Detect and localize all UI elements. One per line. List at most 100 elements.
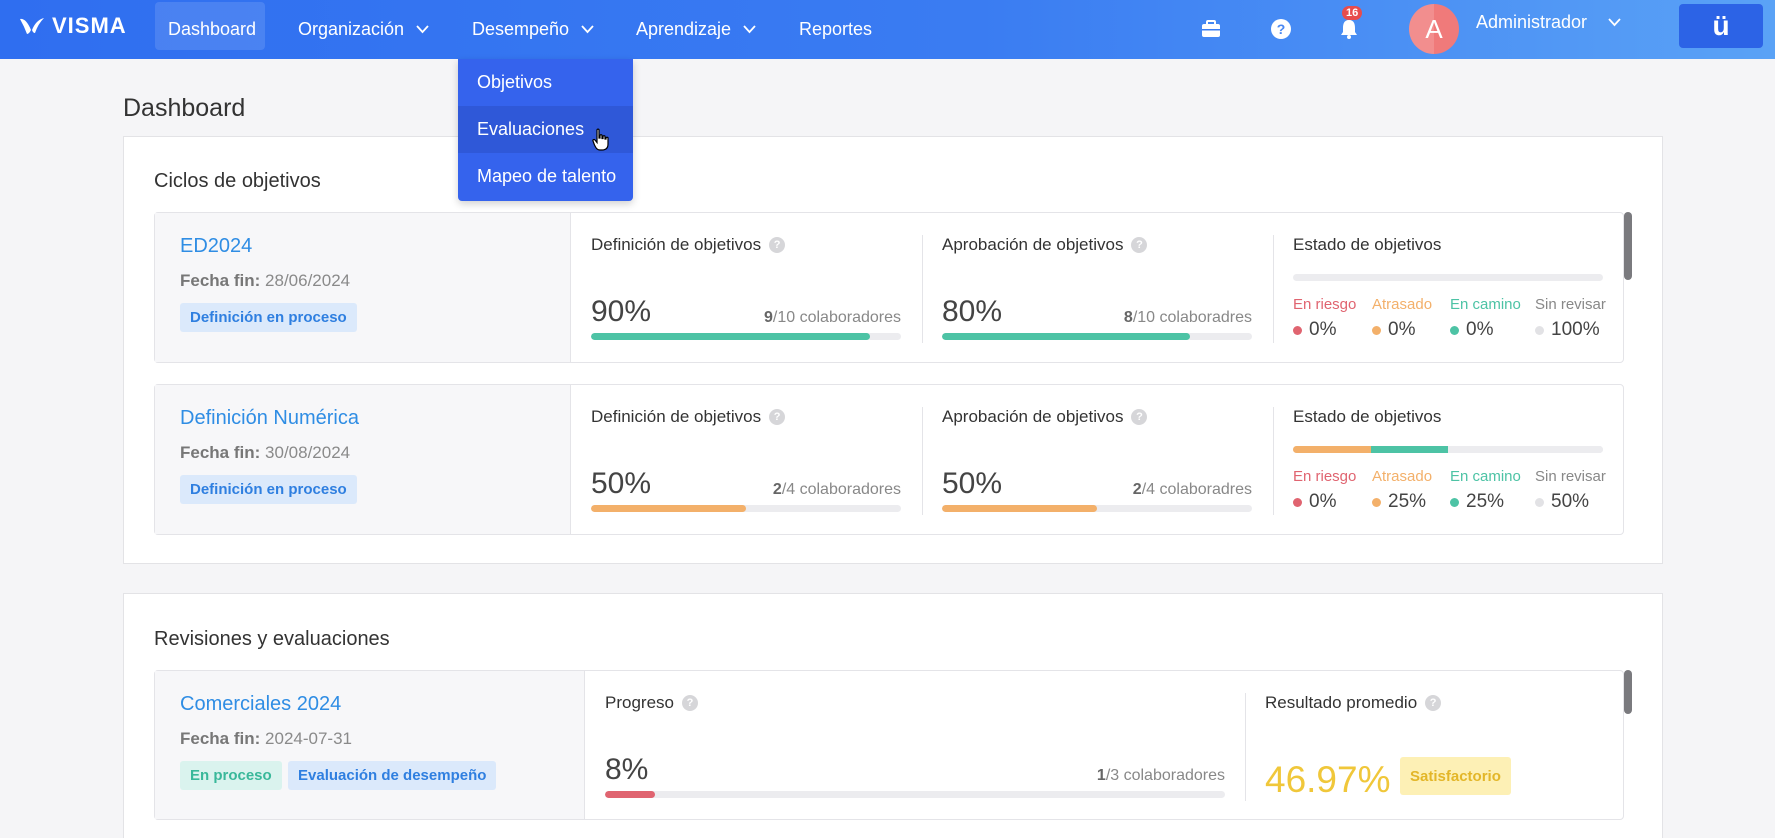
collaborators-total: /10 colaboradores (772, 309, 901, 326)
nav-desempeno-label: Desempeño (472, 19, 570, 39)
menu-item-objetivos[interactable]: Objetivos (458, 59, 633, 106)
cycle-card-ed2024: ED2024 Fecha fin: 28/06/2024 Definición … (154, 212, 1624, 363)
status-label-atrasado: Atrasado (1372, 296, 1433, 313)
dot-icon (1372, 325, 1381, 335)
cycle-name-link[interactable]: ED2024 (180, 235, 253, 257)
average-result-value: 46.97% (1265, 759, 1391, 800)
menu-item-label: Mapeo de talento (477, 166, 617, 186)
progress-bar-fill (942, 333, 1190, 340)
status-label-en-camino: En camino (1450, 468, 1521, 485)
metric-percentage: 50% (942, 467, 1003, 500)
help-icon[interactable]: ? (1131, 409, 1148, 425)
divider (1245, 693, 1246, 801)
collaborators-total: /10 colaboradres (1132, 309, 1252, 326)
status-segment-1 (1293, 446, 1371, 453)
collaborator-count: 2/4 colaboradores (773, 481, 901, 499)
divider (922, 407, 923, 515)
help-icon[interactable]: ? (681, 695, 698, 711)
metric-percentage: 90% (591, 295, 652, 328)
help-icon[interactable]: ? (769, 237, 786, 253)
status-label-en-camino: En camino (1450, 296, 1521, 313)
help-icon[interactable]: ? (769, 409, 786, 425)
help-icon[interactable]: ? (1264, 12, 1298, 46)
nav-aprendizaje[interactable]: Aprendizaje (636, 0, 756, 59)
help-icon[interactable]: ? (1425, 695, 1442, 711)
collaborators-done: 8 (1123, 309, 1133, 326)
nav-reportes-label: Reportes (799, 19, 873, 39)
nav-aprendizaje-label: Aprendizaje (636, 19, 732, 39)
progreso-metric: Progreso? 8% 1/3 colaboradores (605, 671, 1225, 819)
metric-title-text: Aprobación de objetivos (942, 235, 1124, 254)
aprobacion-metric: Aprobación de objetivos? 50% 2/4 colabor… (942, 385, 1252, 534)
review-name-link[interactable]: Comerciales 2024 (180, 693, 342, 715)
metric-title: Definición de objetivos? (591, 235, 786, 255)
metric-percentage: 50% (591, 467, 652, 500)
collaborators-done: 2 (1132, 481, 1142, 498)
user-name[interactable]: Administrador (1476, 12, 1588, 32)
collaborator-count: 8/10 colaboradres (1124, 309, 1252, 327)
ciclos-objetivos-panel: Ciclos de objetivos ED2024 Fecha fin: 28… (123, 136, 1663, 564)
help-icon[interactable]: ? (1131, 237, 1148, 253)
nav-dashboard[interactable]: Dashboard (168, 0, 256, 59)
svg-text:?: ? (1277, 21, 1286, 37)
resultado-metric: Resultado promedio? 46.97% Satisfactorio (1265, 671, 1605, 819)
metric-title: Aprobación de objetivos? (942, 407, 1148, 427)
metric-title: Estado de objetivos (1293, 407, 1442, 426)
cycle-name-link[interactable]: Definición Numérica (180, 407, 359, 429)
end-date-value: 2024-07-31 (265, 729, 352, 748)
top-navbar: VISMA Dashboard Organización Desempeño A… (0, 0, 1775, 59)
bell-icon[interactable] (1332, 12, 1366, 46)
collaborators-done: 1 (1096, 767, 1106, 784)
end-date-label: Fecha fin: (180, 729, 261, 748)
status-stacked-bar (1293, 446, 1603, 453)
dot-icon (1372, 497, 1381, 507)
dot-icon (1293, 325, 1302, 335)
avatar[interactable]: A (1409, 4, 1459, 54)
menu-item-mapeo-talento[interactable]: Mapeo de talento (458, 153, 633, 200)
app-switch-button[interactable]: ü (1679, 4, 1763, 48)
divider (1273, 235, 1274, 343)
briefcase-icon[interactable] (1194, 12, 1228, 46)
nav-reportes[interactable]: Reportes (799, 0, 872, 59)
status-value-en-riesgo: 0% (1293, 491, 1336, 513)
chevron-down-icon (581, 25, 594, 34)
end-date-value: 28/06/2024 (265, 271, 351, 290)
nav-organizacion[interactable]: Organización (298, 0, 429, 59)
nav-desempeno[interactable]: Desempeño (472, 0, 594, 59)
status-value-sin-revisar: 50% (1535, 491, 1589, 513)
definicion-metric: Definición de objetivos? 50% 2/4 colabor… (591, 385, 901, 534)
progress-bar-fill (942, 505, 1097, 512)
scrollbar-thumb[interactable] (1624, 212, 1632, 280)
metric-title: Progreso? (605, 693, 698, 713)
status-value-sin-revisar: 100% (1535, 319, 1600, 341)
review-card-summary: Comerciales 2024 Fecha fin: 2024-07-31 E… (155, 671, 585, 819)
hand-cursor-icon (592, 128, 609, 151)
nav-organizacion-label: Organización (298, 19, 405, 39)
divider (922, 235, 923, 343)
status-badge: Definición en proceso (180, 303, 357, 332)
collaborators-total: /4 colaboradores (781, 481, 901, 498)
menu-item-evaluaciones[interactable]: Evaluaciones (458, 106, 633, 153)
aprobacion-metric: Aprobación de objetivos? 80% 8/10 colabo… (942, 213, 1252, 362)
status-label-sin-revisar: Sin revisar (1535, 296, 1606, 313)
cycle-end-date: Fecha fin: 30/08/2024 (180, 443, 350, 463)
metric-title: Definición de objetivos? (591, 407, 786, 427)
chevron-down-icon (416, 25, 429, 34)
progress-bar (591, 333, 901, 340)
status-label-sin-revisar: Sin revisar (1535, 468, 1606, 485)
cycle-card-summary: ED2024 Fecha fin: 28/06/2024 Definición … (155, 213, 571, 362)
avatar-letter: A (1425, 13, 1443, 44)
dot-icon (1535, 497, 1544, 507)
progress-bar-fill (591, 505, 746, 512)
collaborator-count: 2/4 colaboradres (1133, 481, 1252, 499)
type-badge-evaluacion: Evaluación de desempeño (288, 761, 497, 790)
divider (1273, 407, 1274, 515)
status-value: 25% (1466, 491, 1505, 512)
chevron-down-icon[interactable] (1608, 18, 1621, 27)
scrollbar-thumb[interactable] (1624, 670, 1632, 714)
visma-logo[interactable]: VISMA (18, 13, 127, 39)
cycle-card-definicion-numerica: Definición Numérica Fecha fin: 30/08/202… (154, 384, 1624, 535)
collaborator-count: 9/10 colaboradores (764, 309, 901, 327)
visma-logo-icon (20, 18, 44, 34)
progress-bar (605, 791, 1225, 798)
